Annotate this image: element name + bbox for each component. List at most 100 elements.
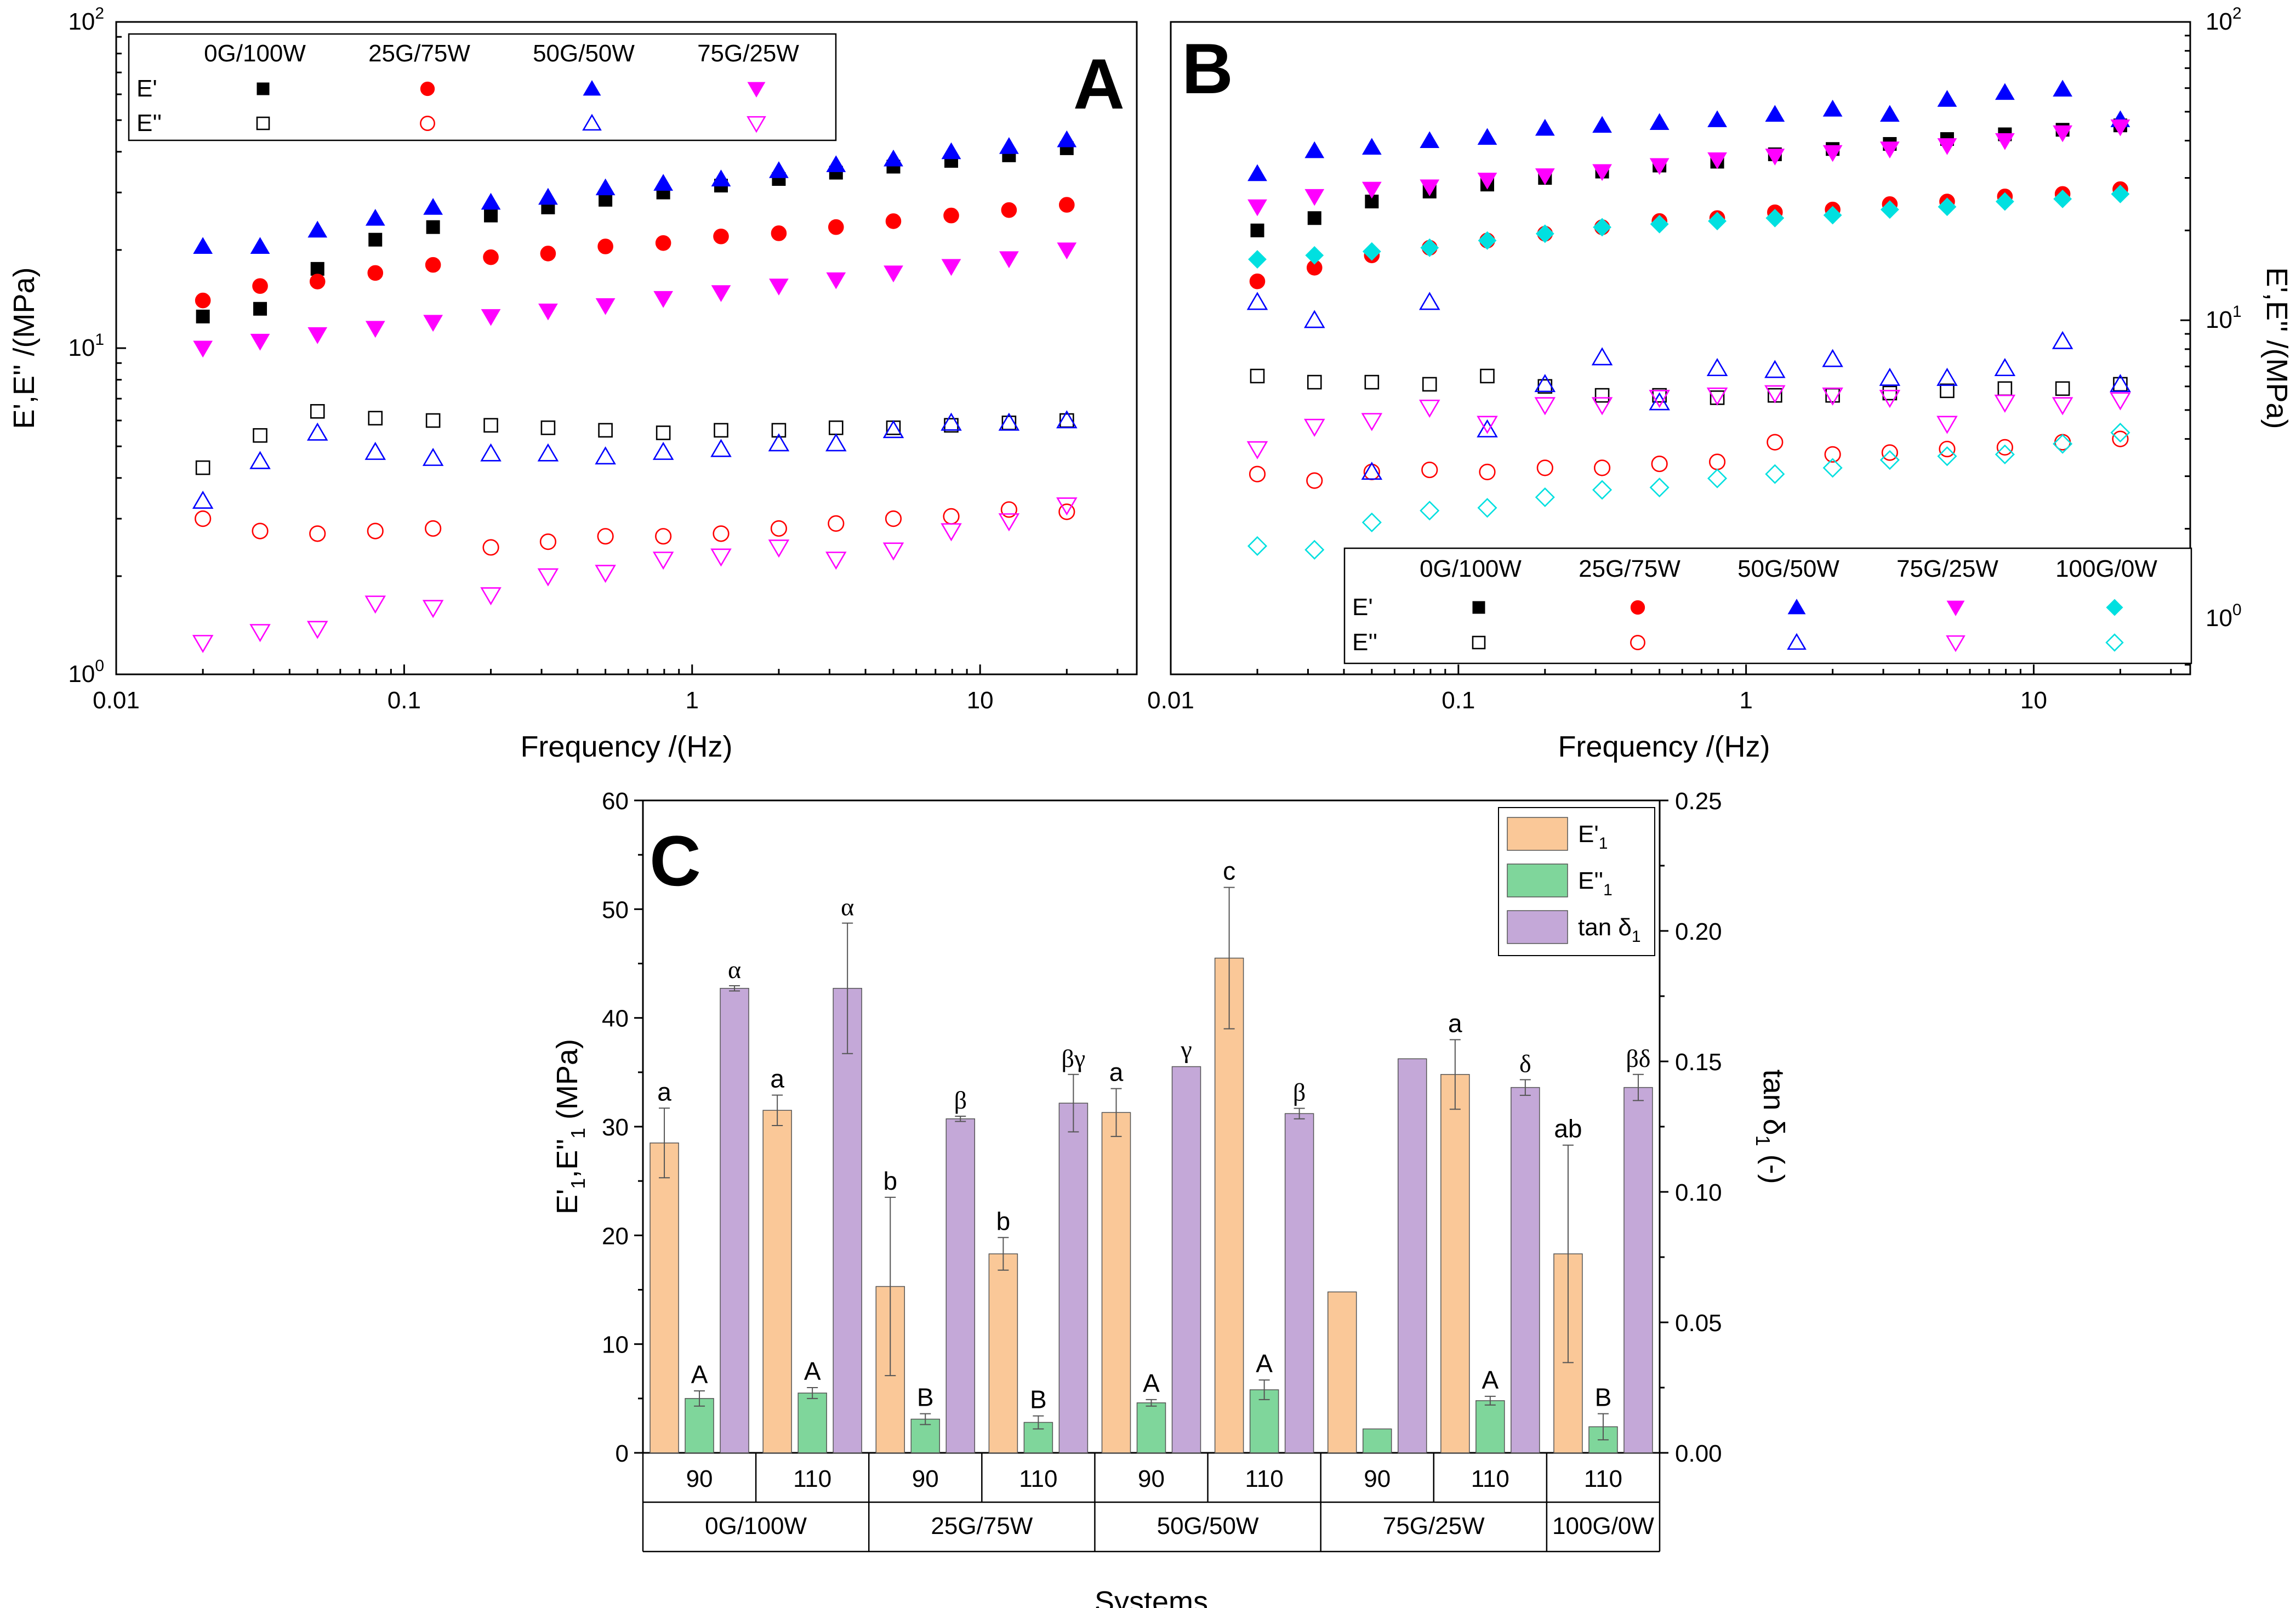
data-point: [2053, 79, 2073, 97]
data-point: [1249, 465, 1266, 482]
data-point: [656, 425, 671, 440]
data-point: [1477, 419, 1498, 437]
data-point: [2052, 331, 2073, 349]
data-point: [884, 149, 903, 167]
data-point: [1995, 133, 2015, 150]
significance-letter: a: [657, 1077, 671, 1106]
significance-letter: γ: [1180, 1036, 1192, 1064]
data-point: [540, 420, 556, 435]
category-label: 110: [1245, 1465, 1284, 1492]
data-point: [1765, 208, 1785, 228]
significance-letter: β: [954, 1086, 967, 1114]
data-point: [539, 533, 557, 550]
data-point: [828, 219, 844, 235]
legend-marker: [747, 116, 766, 133]
data-point: [1936, 416, 1958, 434]
series-loss-modulus: A A B B A A A B: [685, 1349, 1618, 1453]
significance-letter: A: [1256, 1349, 1273, 1378]
series-0G-100W-storage: [1250, 118, 2127, 237]
data-point: [192, 490, 214, 509]
y-tick-label: 50: [602, 896, 629, 923]
bar: [1327, 1291, 1357, 1453]
data-point: [1364, 374, 1380, 390]
y-tick-label: 0.25: [1675, 788, 1722, 815]
data-point: [1057, 130, 1077, 147]
data-point: [2112, 430, 2129, 447]
data-point: [882, 542, 904, 561]
bar: [1171, 1066, 1201, 1453]
data-point: [1420, 179, 1440, 196]
legend-column-label: 50G/50W: [533, 40, 635, 67]
y-tick-label: 0.15: [1675, 1049, 1722, 1076]
data-point: [249, 624, 271, 643]
legend-column-label: 25G/75W: [368, 40, 470, 67]
y-tick-label: 0: [616, 1440, 629, 1467]
data-point: [1937, 446, 1957, 467]
data-point: [655, 528, 672, 545]
data-point: [2110, 423, 2130, 443]
significance-letter: B: [1030, 1385, 1047, 1414]
category-label: 90: [912, 1465, 939, 1492]
data-point: [364, 595, 386, 614]
data-point: [1421, 461, 1438, 479]
data-point: [1649, 392, 1670, 411]
bar: [1440, 1074, 1470, 1453]
data-point: [310, 404, 325, 419]
data-point: [1822, 458, 1843, 478]
category-label: 110: [1471, 1465, 1509, 1492]
x-tick-label: 0.1: [1442, 687, 1475, 714]
data-point: [481, 309, 501, 326]
bar: [1214, 957, 1244, 1453]
data-point: [1764, 360, 1786, 378]
data-point: [193, 237, 213, 254]
data-point: [1420, 131, 1440, 148]
category-label: 90: [686, 1465, 713, 1492]
significance-letter: α: [841, 893, 854, 921]
data-point: [1938, 197, 1957, 217]
data-point: [1361, 462, 1383, 480]
data-point: [1765, 464, 1785, 484]
data-point: [537, 443, 559, 462]
data-point: [1535, 487, 1555, 508]
bar: [797, 1393, 827, 1453]
series-50G-50W-loss: [192, 410, 1078, 509]
bar: [1397, 1058, 1427, 1453]
data-point: [941, 259, 961, 276]
panel-label: B: [1182, 29, 1233, 109]
significance-letter: A: [691, 1360, 708, 1389]
data-point: [1307, 211, 1321, 225]
data-point: [1593, 459, 1611, 476]
bar: [1623, 1087, 1653, 1453]
data-point: [597, 528, 614, 545]
data-point: [771, 423, 787, 438]
x-tick-label: 10: [967, 687, 994, 714]
y-axis-label-right: tan δ1 (-): [1752, 1069, 1790, 1184]
data-point: [1593, 218, 1611, 237]
data-point: [1361, 138, 1382, 155]
data-point: [1994, 394, 2016, 413]
significance-letter: A: [804, 1357, 821, 1385]
data-point: [1995, 83, 2015, 100]
data-point: [1001, 202, 1017, 218]
y-tick-label: 10: [602, 1332, 629, 1359]
data-point: [1939, 440, 1956, 458]
legend-column-label: 75G/25W: [1896, 555, 1998, 582]
data-point: [598, 423, 613, 438]
data-point: [1535, 224, 1554, 243]
bar: [1475, 1400, 1505, 1453]
y-tick-label: 0.10: [1675, 1179, 1722, 1206]
series-0G-100W-loss: [195, 404, 1074, 475]
data-point: [1880, 200, 1899, 219]
data-point: [1824, 446, 1841, 463]
data-point: [1247, 536, 1268, 556]
significance-letter: δ: [1519, 1049, 1531, 1077]
y-tick-label: 101: [68, 331, 104, 361]
x-tick-label: 0.1: [388, 687, 421, 714]
y-axis-label: E',E'' /(MPa): [2260, 268, 2293, 429]
data-point: [426, 220, 440, 234]
data-point: [1879, 390, 1901, 408]
category-label: 110: [1584, 1465, 1622, 1492]
data-point: [1822, 99, 1843, 117]
data-point: [1994, 358, 2016, 377]
